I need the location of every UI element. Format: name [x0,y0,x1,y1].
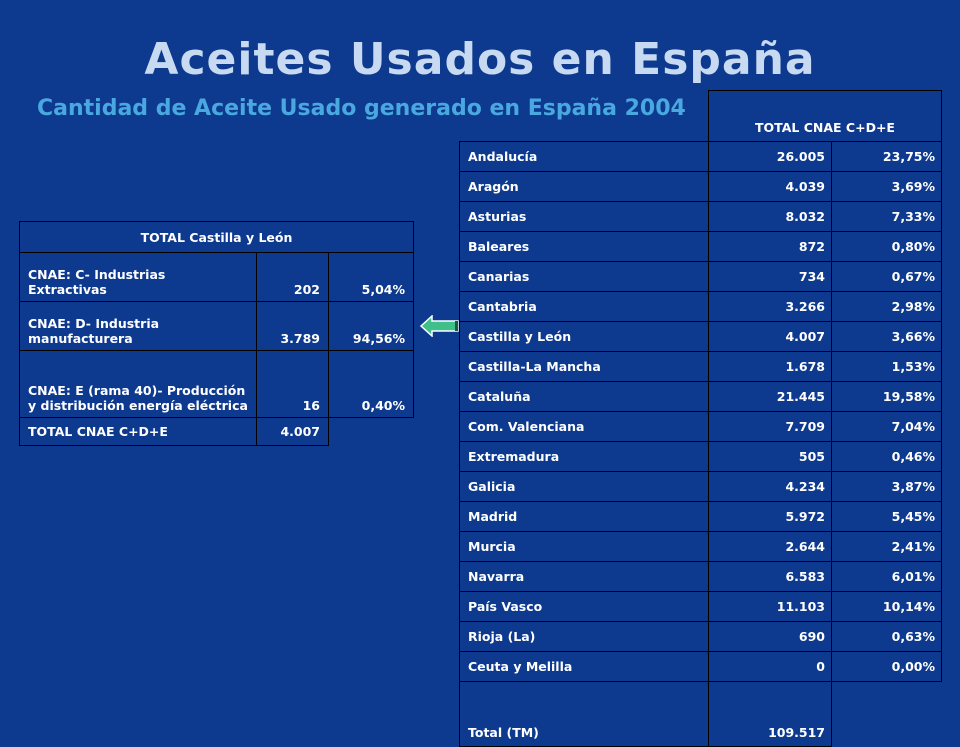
region-value: 690 [708,621,832,652]
region-value: 21.445 [708,381,832,412]
page-title: Aceites Usados en España [144,34,816,85]
table-row: Madrid 5.972 5,45% [459,501,942,532]
table-row: Asturias 8.032 7,33% [459,201,942,232]
region-value: 505 [708,441,832,472]
table-row: Rioja (La) 690 0,63% [459,621,942,652]
region-value: 0 [708,651,832,682]
region-value: 8.032 [708,201,832,232]
region-pct: 2,41% [831,531,942,562]
castilla-leon-header: TOTAL Castilla y León [19,221,414,253]
region-pct: 3,87% [831,471,942,502]
region-value: 2.644 [708,531,832,562]
castilla-leon-table: TOTAL Castilla y León CNAE: C- Industria… [19,221,414,446]
region-pct: 3,69% [831,171,942,202]
region-value: 5.972 [708,501,832,532]
table-row: Galicia 4.234 3,87% [459,471,942,502]
cnae-value: 16 [256,350,329,418]
table-row: Baleares 872 0,80% [459,231,942,262]
total-label: Total (TM) [459,681,709,747]
region-value: 3.266 [708,291,832,322]
region-name: Murcia [459,531,709,562]
table-row: Ceuta y Melilla 0 0,00% [459,651,942,682]
table-row: Aragón 4.039 3,69% [459,171,942,202]
total-value: 4.007 [256,417,329,446]
region-value: 4.039 [708,171,832,202]
table-row: CNAE: E (rama 40)- Producción y distribu… [19,350,414,418]
table-row: Cantabria 3.266 2,98% [459,291,942,322]
left-arrow-icon [420,315,459,337]
table-total-row: Total (TM) 109.517 [459,681,942,747]
table-row: Com. Valenciana 7.709 7,04% [459,411,942,442]
region-pct: 0,80% [831,231,942,262]
cnae-pct: 5,04% [328,252,414,302]
page-subtitle: Cantidad de Aceite Usado generado en Esp… [37,96,686,121]
table-row: Castilla y León 4.007 3,66% [459,321,942,352]
region-name: Galicia [459,471,709,502]
region-value: 1.678 [708,351,832,382]
region-name: Castilla y León [459,321,709,352]
region-pct: 0,63% [831,621,942,652]
table-row: Murcia 2.644 2,41% [459,531,942,562]
cnae-pct: 94,56% [328,301,414,351]
table-row: Andalucía 26.005 23,75% [459,141,942,172]
total-label: TOTAL CNAE C+D+E [19,417,257,446]
cnae-value: 3.789 [256,301,329,351]
cnae-label: CNAE: D- Industria manufacturera [19,301,257,351]
region-name: País Vasco [459,591,709,622]
table-row: País Vasco 11.103 10,14% [459,591,942,622]
table-row: Castilla-La Mancha 1.678 1,53% [459,351,942,382]
cnae-label: CNAE: C- Industrias Extractivas [19,252,257,302]
spain-regions-table: TOTAL CNAE C+D+E Andalucía 26.005 23,75% Ar… [459,90,942,747]
region-name: Com. Valenciana [459,411,709,442]
region-value: 7.709 [708,411,832,442]
table-row: Canarias 734 0,67% [459,261,942,292]
region-name: Aragón [459,171,709,202]
region-pct: 3,66% [831,321,942,352]
region-pct: 7,33% [831,201,942,232]
region-pct: 10,14% [831,591,942,622]
region-name: Ceuta y Melilla [459,651,709,682]
region-pct: 6,01% [831,561,942,592]
region-pct: 2,98% [831,291,942,322]
total-value: 109.517 [708,681,832,747]
region-name: Baleares [459,231,709,262]
cnae-value: 202 [256,252,329,302]
region-pct: 5,45% [831,501,942,532]
region-pct: 23,75% [831,141,942,172]
region-value: 872 [708,231,832,262]
region-pct: 1,53% [831,351,942,382]
region-name: Rioja (La) [459,621,709,652]
region-value: 734 [708,261,832,292]
regions-header: TOTAL CNAE C+D+E [708,90,942,142]
region-pct: 19,58% [831,381,942,412]
region-name: Madrid [459,501,709,532]
table-row: Cataluña 21.445 19,58% [459,381,942,412]
region-name: Cataluña [459,381,709,412]
region-name: Navarra [459,561,709,592]
table-row: CNAE: C- Industrias Extractivas 202 5,04… [19,252,414,302]
table-row: CNAE: D- Industria manufacturera 3.789 9… [19,301,414,351]
region-pct: 7,04% [831,411,942,442]
region-pct: 0,46% [831,441,942,472]
region-pct: 0,00% [831,651,942,682]
region-value: 4.007 [708,321,832,352]
region-name: Andalucía [459,141,709,172]
region-name: Cantabria [459,291,709,322]
region-value: 6.583 [708,561,832,592]
table-row: Extremadura 505 0,46% [459,441,942,472]
cnae-pct: 0,40% [328,350,414,418]
region-name: Asturias [459,201,709,232]
region-value: 11.103 [708,591,832,622]
cnae-label: CNAE: E (rama 40)- Producción y distribu… [19,350,257,418]
region-value: 4.234 [708,471,832,502]
region-value: 26.005 [708,141,832,172]
region-pct: 0,67% [831,261,942,292]
region-name: Extremadura [459,441,709,472]
table-total-row: TOTAL CNAE C+D+E 4.007 [19,417,414,446]
table-row: Navarra 6.583 6,01% [459,561,942,592]
region-name: Canarias [459,261,709,292]
region-name: Castilla-La Mancha [459,351,709,382]
